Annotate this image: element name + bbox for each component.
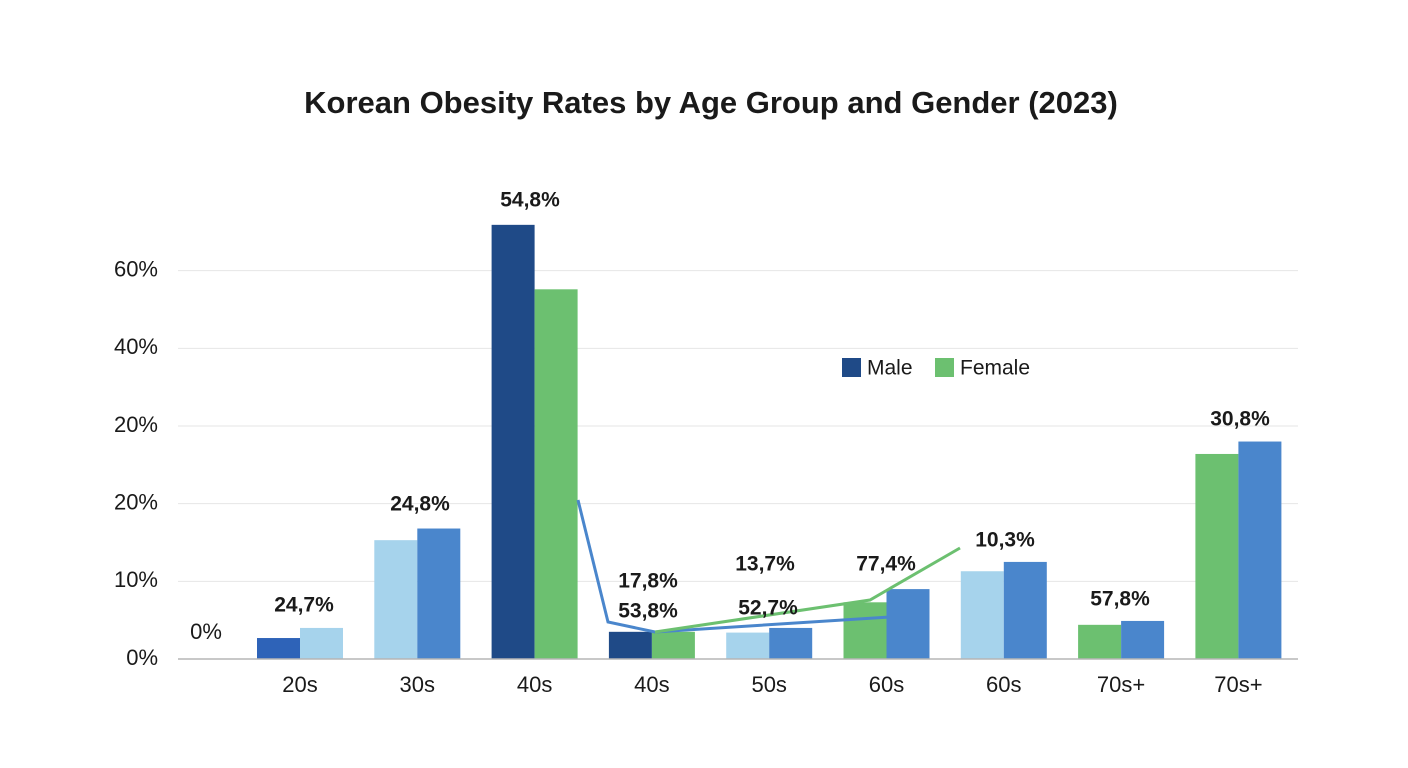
trend-line <box>654 546 961 634</box>
annotation: 0% <box>190 619 222 644</box>
annotation: 30,8% <box>1210 408 1270 431</box>
annotation: 53,8% <box>618 600 678 623</box>
legend-swatch <box>935 358 954 377</box>
y-tick-label: 60% <box>114 256 158 281</box>
bar <box>726 632 770 659</box>
x-tick-label: 50s <box>751 672 786 697</box>
bar <box>769 627 813 659</box>
bar <box>886 589 930 659</box>
bar <box>1003 561 1047 659</box>
bar <box>1238 441 1282 659</box>
annotation: 17,8% <box>618 570 678 593</box>
bar <box>491 224 535 660</box>
legend-label: Male <box>867 357 913 380</box>
bar <box>651 631 695 659</box>
bar <box>960 571 1004 659</box>
bar <box>417 528 461 659</box>
bars <box>257 224 1282 660</box>
bar <box>374 540 418 659</box>
trend-line <box>576 499 891 634</box>
x-tick-label: 20s <box>282 672 317 697</box>
annotation: 24,7% <box>274 594 334 617</box>
y-tick-label: 20% <box>114 412 158 437</box>
y-tick-label: 0% <box>126 645 158 670</box>
x-tick-label: 30s <box>400 672 435 697</box>
x-tick-label: 70s+ <box>1214 672 1262 697</box>
annotation: 13,7% <box>735 553 795 576</box>
labels: 0% 10% 20% 20% 40% 60% 20s 30s 40s 40s 50s 60s 60s 70… <box>114 189 1270 697</box>
bar <box>534 289 578 659</box>
annotation: 77,4% <box>856 553 916 576</box>
bar <box>843 602 887 659</box>
x-tick-label: 70s+ <box>1097 672 1145 697</box>
bar <box>300 627 343 659</box>
y-tick-label: 20% <box>114 489 158 514</box>
annotation: 54,8% <box>500 189 560 212</box>
x-tick-label: 60s <box>869 672 904 697</box>
y-tick-label: 10% <box>114 567 158 592</box>
bar <box>608 631 652 659</box>
legend-label: Female <box>960 357 1030 380</box>
chart-title: Korean Obesity Rates by Age Group and Ge… <box>304 85 1118 120</box>
x-tick-label: 60s <box>986 672 1021 697</box>
y-tick-label: 40% <box>114 334 158 359</box>
annotation: 24,8% <box>390 493 450 516</box>
grid <box>178 270 1298 582</box>
x-tick-label: 40s <box>517 672 552 697</box>
annotation: 10,3% <box>975 529 1035 552</box>
annotation: 52,7% <box>738 597 798 620</box>
bar <box>1078 624 1122 659</box>
bar <box>1121 620 1165 659</box>
bar <box>257 638 300 659</box>
bar <box>1195 453 1239 659</box>
x-tick-label: 40s <box>634 672 669 697</box>
legend-swatch <box>842 358 861 377</box>
annotation: 57,8% <box>1090 588 1150 611</box>
